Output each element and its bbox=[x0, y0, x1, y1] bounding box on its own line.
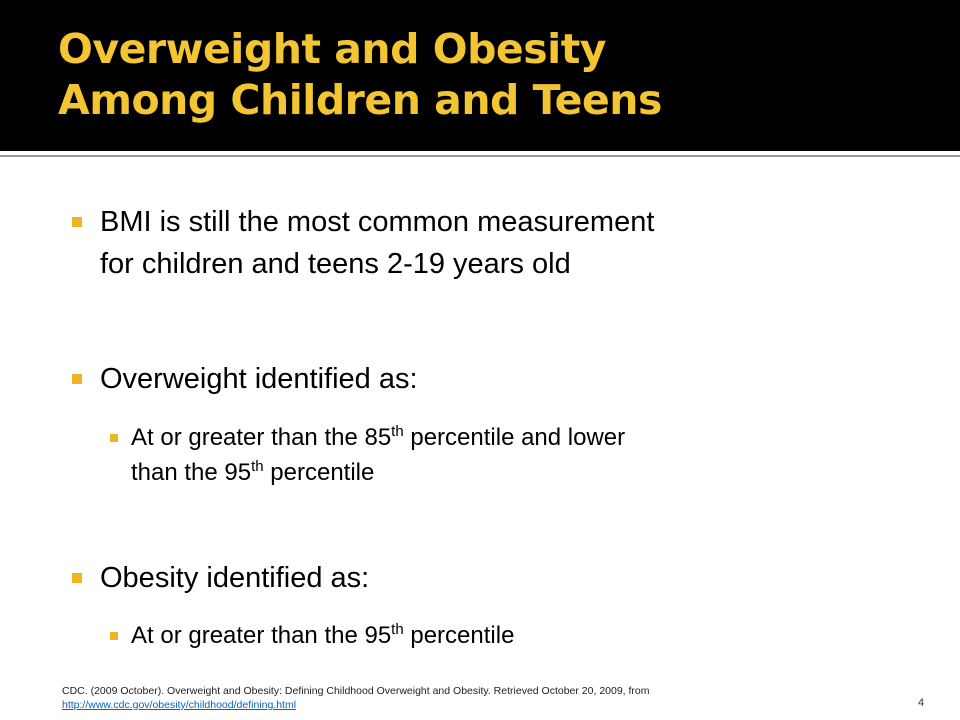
sub-bullet-overweight-range-text: At or greater than the 85th percentile a… bbox=[131, 420, 872, 490]
slide-title-line-2: Among Children and Teens bbox=[58, 76, 662, 124]
ordinal-suffix: th bbox=[391, 621, 404, 638]
text-part: At or greater than the 95 bbox=[131, 622, 392, 649]
slide-title: Overweight and Obesity Among Children an… bbox=[58, 24, 938, 126]
bullet-marker-icon bbox=[72, 217, 82, 227]
sub-bullet-marker-icon bbox=[110, 434, 118, 442]
text-part: percentile bbox=[403, 622, 515, 649]
bullet-obesity: Obesity identified as: bbox=[72, 557, 872, 599]
sub-bullet-obesity-range-text: At or greater than the 95th percentile bbox=[131, 618, 872, 653]
citation-link[interactable]: http://www.cdc.gov/obesity/childhood/def… bbox=[62, 699, 297, 711]
bullet-obesity-text: Obesity identified as: bbox=[100, 562, 370, 594]
text-part: percentile and lower bbox=[403, 424, 626, 451]
slide-title-line-1: Overweight and Obesity bbox=[58, 25, 607, 73]
sub-bullet-marker-icon bbox=[110, 632, 118, 640]
text-part: At or greater than the 85 bbox=[131, 424, 392, 451]
slide-number: 4 bbox=[918, 697, 925, 709]
ordinal-suffix: th bbox=[251, 458, 264, 475]
sub-bullet-obesity-range: At or greater than the 95th percentile bbox=[72, 618, 872, 653]
text-part: percentile bbox=[263, 459, 375, 486]
title-divider-shadow bbox=[0, 155, 960, 157]
bullet-bmi-line-1: BMI is still the most common measurement bbox=[100, 206, 655, 238]
bullet-bmi-line-2: for children and teens 2-19 years old bbox=[100, 248, 571, 280]
sub-bullet-overweight-range: At or greater than the 85th percentile a… bbox=[72, 420, 872, 490]
bullet-overweight: Overweight identified as: bbox=[72, 358, 872, 400]
bullet-bmi: BMI is still the most common measurement… bbox=[72, 201, 872, 285]
bullet-overweight-text: Overweight identified as: bbox=[100, 363, 418, 395]
citation-footer: CDC. (2009 October). Overweight and Obes… bbox=[62, 684, 882, 712]
ordinal-suffix: th bbox=[391, 423, 404, 440]
bullet-marker-icon bbox=[72, 573, 82, 583]
text-part: than the 95 bbox=[131, 459, 252, 486]
title-band bbox=[0, 0, 960, 151]
title-divider bbox=[0, 151, 960, 155]
bullet-bmi-text: BMI is still the most common measurement… bbox=[100, 201, 872, 285]
citation-text: CDC. (2009 October). Overweight and Obes… bbox=[62, 685, 650, 697]
bullet-marker-icon bbox=[72, 374, 82, 384]
